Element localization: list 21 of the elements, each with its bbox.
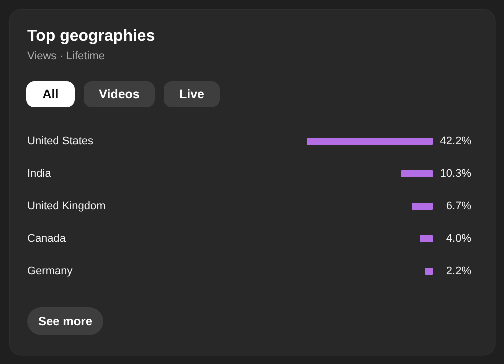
text: Videos	[99, 88, 140, 102]
data-label: 6.7%	[446, 200, 472, 212]
text: All	[42, 88, 59, 102]
y-tick-label: United Kingdom	[28, 200, 106, 212]
bar	[307, 138, 433, 145]
bar	[420, 236, 433, 242]
y-tick-label: India	[28, 168, 52, 180]
data-label: 4.0%	[446, 233, 472, 245]
data-label: 2.2%	[446, 266, 472, 278]
y-tick-label: Germany	[28, 266, 74, 278]
text: Live	[179, 88, 205, 102]
bar	[425, 268, 433, 275]
bar	[401, 170, 433, 178]
text: Views · Lifetime	[28, 50, 105, 62]
bar	[412, 203, 433, 210]
text: Top geographies	[28, 28, 156, 45]
data-label: 10.3%	[440, 168, 472, 180]
y-tick-label: Canada	[28, 233, 67, 245]
y-tick-label: United States	[28, 136, 94, 148]
data-label: 42.2%	[440, 136, 472, 148]
text: See more	[38, 314, 93, 328]
